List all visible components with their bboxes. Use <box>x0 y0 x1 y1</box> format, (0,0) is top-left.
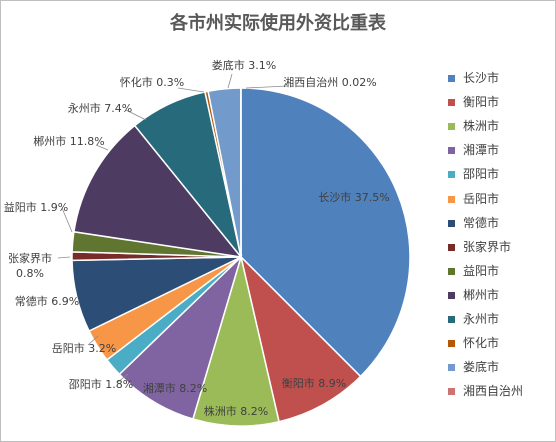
legend-label: 衡阳市 <box>463 95 500 110</box>
legend-label: 怀化市 <box>463 336 500 351</box>
legend-label: 永州市 <box>463 312 500 326</box>
leader-line-13 <box>227 73 233 89</box>
legend-swatch <box>448 195 455 203</box>
legend-swatch <box>448 267 455 275</box>
data-label-13: 娄底市 3.1% <box>212 58 276 72</box>
data-label-11: 永州市 7.4% <box>68 101 132 115</box>
legend-label: 张家界市 <box>463 239 512 254</box>
data-label-8: 张家界市 0.8% <box>8 251 52 280</box>
legend-label: 湘潭市 <box>463 143 500 158</box>
legend-swatch <box>448 291 455 299</box>
pie-slice-4 <box>118 254 243 420</box>
legend-swatch <box>448 123 455 131</box>
legend-label: 岳阳市 <box>463 191 500 206</box>
legend-label: 湘西自治州 <box>463 384 524 399</box>
data-label-3: 株洲市 8.2% <box>204 404 268 418</box>
data-label-7: 常德市 6.9% <box>15 294 79 308</box>
leader-line-10 <box>95 144 109 151</box>
legend-label: 常德市 <box>463 215 500 230</box>
legend-swatch <box>448 147 455 155</box>
data-label-4: 湘潭市 8.2% <box>143 381 207 395</box>
leader-line-14 <box>245 85 289 89</box>
legend-label: 株洲市 <box>463 119 500 134</box>
legend-swatch <box>448 219 455 227</box>
data-label-1: 长沙市 37.5% <box>318 190 389 204</box>
leader-line-8 <box>57 256 71 259</box>
leader-line-11 <box>125 109 147 121</box>
data-label-9: 益阳市 1.9% <box>4 200 68 214</box>
pie-slice-10 <box>73 124 243 259</box>
legend-swatch <box>448 388 455 396</box>
data-label-6: 岳阳市 3.2% <box>52 341 116 355</box>
legend-swatch <box>448 75 455 82</box>
legend-swatch <box>448 243 455 251</box>
leader-line-9 <box>61 207 73 233</box>
legend-swatch <box>448 171 455 179</box>
legend-swatch <box>448 340 455 348</box>
legend-label: 娄底市 <box>463 360 500 375</box>
pie-slice-3 <box>192 254 280 427</box>
legend-swatch <box>448 99 455 107</box>
data-label-14: 湘西自治州 0.02% <box>283 75 376 89</box>
data-label-12: 怀化市 0.3% <box>120 75 184 89</box>
legend-label: 益阳市 <box>463 263 500 278</box>
legend-swatch <box>448 316 455 323</box>
leader-line-12 <box>177 87 205 93</box>
data-label-10: 郴州市 11.8% <box>33 134 104 148</box>
leader-line-5 <box>117 373 129 383</box>
leader-line-6 <box>87 335 99 346</box>
legend-label: 郴州市 <box>463 287 500 302</box>
pie-slice-2 <box>239 254 362 423</box>
legend-label: 邵阳市 <box>463 167 500 182</box>
data-label-5: 邵阳市 1.8% <box>69 377 133 391</box>
legend-label: 长沙市 <box>463 71 500 85</box>
legend-swatch <box>448 364 455 372</box>
pie-slice-1 <box>240 87 411 378</box>
chart-title: 各市州实际使用外资比重表 <box>170 13 386 34</box>
data-label-2: 衡阳市 8.9% <box>282 376 346 390</box>
